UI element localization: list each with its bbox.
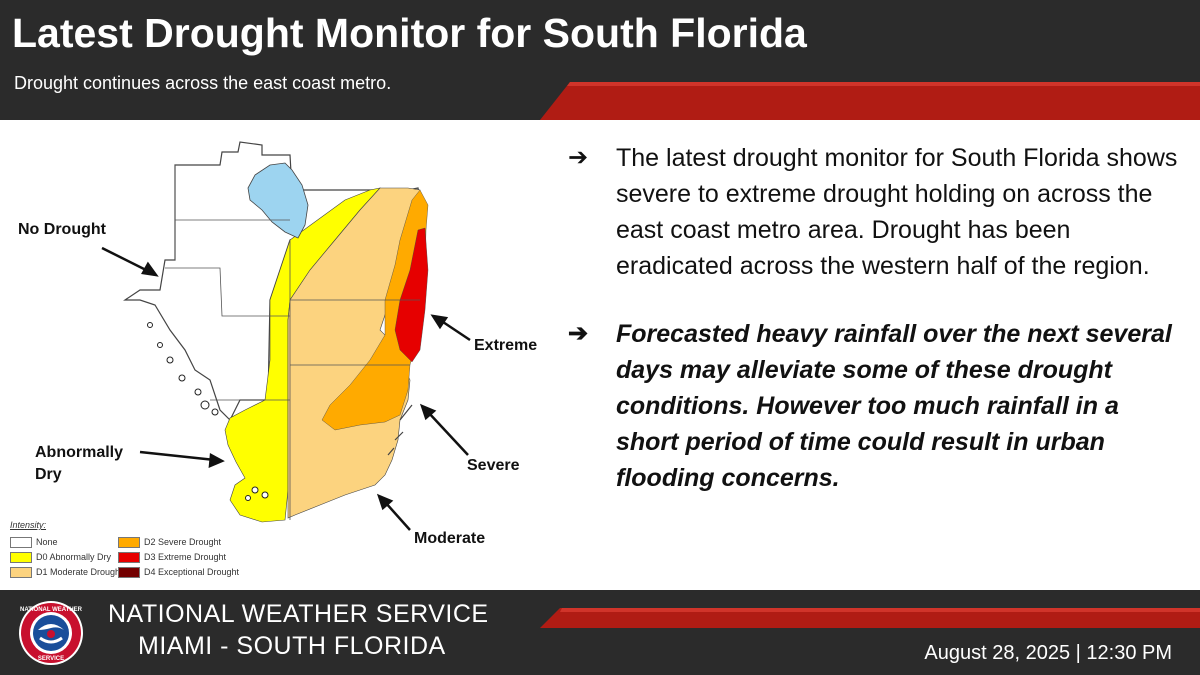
legend-item-d1: D1 Moderate Drought	[10, 567, 123, 579]
legend-label: D0 Abnormally Dry	[36, 552, 112, 562]
legend-swatch	[118, 567, 140, 579]
legend-item-d2: D2 Severe Drought	[118, 537, 222, 549]
bullet-text-1: The latest drought monitor for South Flo…	[616, 144, 1178, 280]
page-subtitle: Drought continues across the east coast …	[14, 73, 392, 93]
legend-swatch	[10, 537, 32, 549]
legend-swatch	[10, 567, 32, 579]
legend-label: None	[36, 537, 58, 547]
d3-extreme-drought-region	[394, 227, 429, 363]
label-extreme: Extreme	[474, 337, 538, 354]
legend-label: D2 Severe Drought	[144, 537, 222, 547]
header-red-stripe	[540, 82, 1200, 120]
bullet-list: ➔ The latest drought monitor for South F…	[568, 140, 1188, 496]
legend-title: Intensity:	[10, 520, 47, 530]
label-abnormally-dry-1: Abnormally	[35, 444, 124, 461]
legend-item-d3: D3 Extreme Drought	[118, 552, 227, 564]
logo-bottom-text: SERVICE	[38, 656, 64, 662]
pointer-arrows	[101, 246, 471, 531]
label-severe: Severe	[467, 457, 520, 474]
bullet-text-2: Forecasted heavy rainfall over the next …	[616, 320, 1172, 492]
county-lines	[165, 165, 420, 520]
bullet-item-1: ➔ The latest drought monitor for South F…	[568, 140, 1188, 284]
footer-red-stripe	[540, 608, 1200, 628]
legend-item-d4: D4 Exceptional Drought	[118, 567, 240, 579]
bullet-item-2: ➔ Forecasted heavy rainfall over the nex…	[568, 316, 1188, 496]
drought-map	[101, 141, 471, 531]
legend-item-d0: D0 Abnormally Dry	[10, 552, 112, 564]
legend-swatch	[10, 552, 32, 564]
org-name-line1: NATIONAL WEATHER SERVICE	[108, 600, 489, 628]
nws-logo: NATIONAL WEATHER SERVICE	[19, 601, 83, 665]
label-moderate: Moderate	[414, 530, 486, 547]
page-title: Latest Drought Monitor for South Florida	[12, 10, 807, 56]
label-abnormally-dry-2: Dry	[35, 466, 62, 483]
label-no-drought: No Drought	[18, 221, 106, 238]
florida-keys	[387, 404, 413, 456]
legend-swatch	[118, 552, 140, 564]
org-name-line2: MIAMI - SOUTH FLORIDA	[138, 632, 446, 660]
legend-label: D3 Extreme Drought	[144, 552, 227, 562]
coastal-islands	[147, 322, 269, 501]
legend-item-none: None	[10, 537, 58, 549]
lake-okeechobee	[247, 162, 309, 239]
legend-label: D4 Exceptional Drought	[144, 567, 240, 577]
arrow-right-icon: ➔	[568, 320, 589, 347]
legend-label: D1 Moderate Drought	[36, 567, 123, 577]
legend-swatch	[118, 537, 140, 549]
issue-datetime: August 28, 2025 | 12:30 PM	[924, 642, 1172, 664]
logo-top-text: NATIONAL WEATHER	[20, 607, 83, 613]
map-legend: Intensity: None D0 Abnormally Dry D1 Mod…	[10, 520, 239, 579]
arrow-right-icon: ➔	[568, 144, 589, 171]
footer-bar: NATIONAL WEATHER SERVICE MIAMI - SOUTH F…	[0, 590, 1200, 675]
